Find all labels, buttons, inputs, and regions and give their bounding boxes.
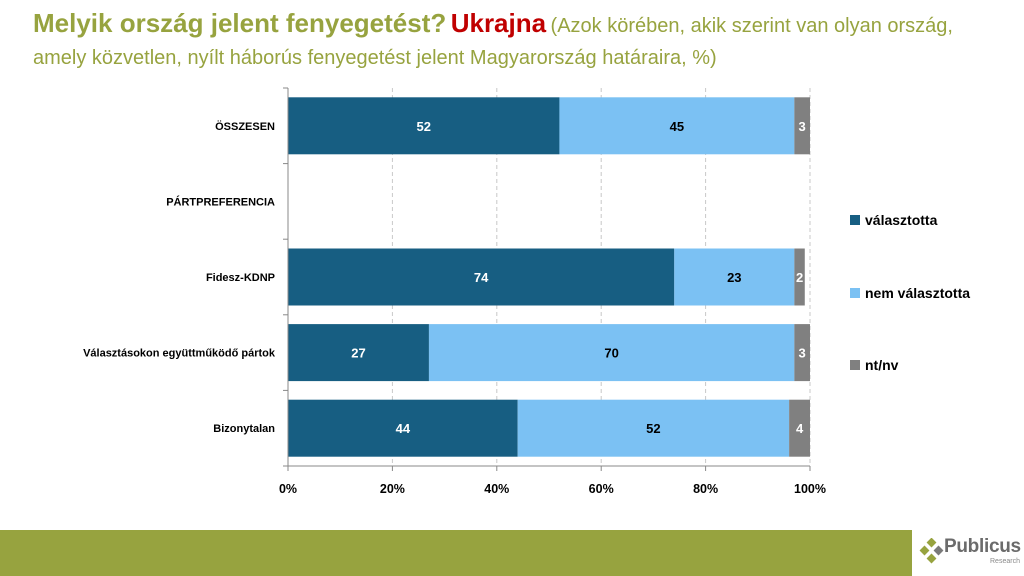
x-tick-label: 80% <box>693 482 718 496</box>
bar-segment <box>789 399 810 457</box>
legend-swatch-not-chosen <box>850 288 860 298</box>
data-label: 2 <box>796 270 803 285</box>
title-highlight: Ukrajna <box>450 8 547 38</box>
data-label: 45 <box>670 119 684 134</box>
legend-swatch-chosen <box>850 215 860 225</box>
data-label: 52 <box>646 421 660 436</box>
legend-label: nt/nv <box>865 357 899 373</box>
bar-segment <box>288 324 429 382</box>
data-label: 4 <box>796 421 804 436</box>
logo-diamonds-icon <box>919 538 944 564</box>
data-label: 3 <box>799 346 806 361</box>
bar-segment <box>794 324 810 382</box>
bar-segment <box>517 399 790 457</box>
category-label: Fidesz-KDNP <box>206 272 275 284</box>
x-tick-label: 40% <box>484 482 509 496</box>
bars <box>288 97 810 457</box>
axes <box>283 87 811 471</box>
legend-label: nem választotta <box>865 285 971 301</box>
category-label: ÖSSZESEN <box>215 120 275 133</box>
category-label: Választásokon együttműködő pártok <box>83 348 276 360</box>
legend-item-dk: nt/nv <box>850 357 898 373</box>
bar-segment <box>288 97 560 155</box>
data-label: 23 <box>727 270 741 285</box>
data-label: 74 <box>474 270 489 285</box>
bar-segment <box>674 248 795 306</box>
legend-swatch-dk <box>850 360 860 370</box>
data-label: 52 <box>416 119 430 134</box>
x-tick-label: 60% <box>589 482 614 496</box>
legend-item-not-chosen: nem választotta <box>850 285 970 301</box>
bar-segment <box>794 248 805 306</box>
logo-name: Publicus <box>944 536 1021 557</box>
bar-segment <box>288 248 675 306</box>
x-tick-label: 0% <box>279 482 297 496</box>
legend-label: választotta <box>865 212 938 228</box>
data-label: 70 <box>604 346 618 361</box>
logo-subtitle: Research <box>990 558 1020 565</box>
bar-segment <box>794 97 810 155</box>
data-label: 44 <box>396 421 411 436</box>
publicus-logo: Publicus Research <box>918 536 1022 572</box>
title-question: Melyik ország jelent fenyegetést? <box>33 8 447 38</box>
category-label: PÁRTPREFERENCIA <box>166 195 275 208</box>
x-tick-label: 100% <box>794 482 826 496</box>
stacked-bar-chart: 0% 20% 40% 60% 80% 100% ÖSSZESEN 52 45 3 PÁRTPREFE… <box>83 87 826 496</box>
x-tick-label: 20% <box>380 482 405 496</box>
chart-title: Melyik ország jelent fenyegetést? Ukrajn… <box>33 8 993 75</box>
data-label: 27 <box>351 346 365 361</box>
data-label: 3 <box>799 119 806 134</box>
category-label: Bizonytalan <box>213 423 275 435</box>
labels: 0% 20% 40% 60% 80% 100% ÖSSZESEN 52 45 3 PÁRTPREFE… <box>83 119 826 496</box>
legend-item-chosen: választotta <box>850 212 937 228</box>
bar-segment <box>288 399 518 457</box>
footer-band <box>0 530 912 576</box>
title-subtitle: (Azok körében, akik szerint van olyan or… <box>33 15 953 69</box>
bar-segment <box>559 97 795 155</box>
bar-segment <box>428 324 795 382</box>
